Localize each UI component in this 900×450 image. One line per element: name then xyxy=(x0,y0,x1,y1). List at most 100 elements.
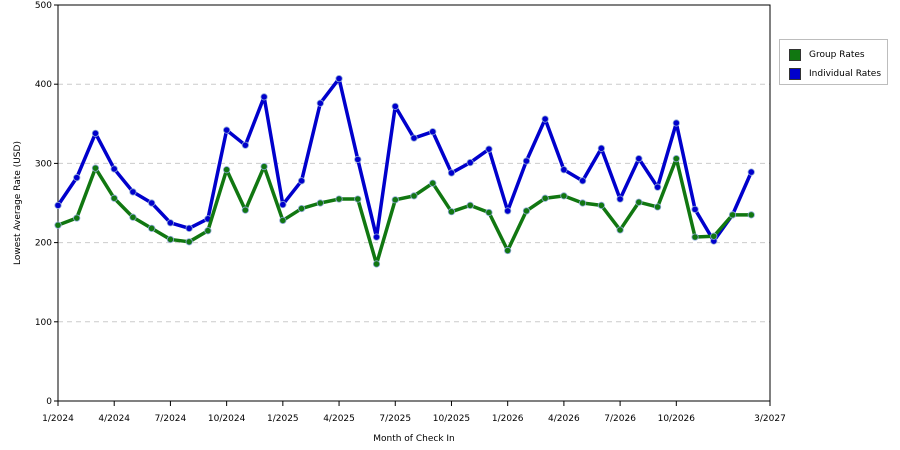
legend-swatch-group-rates xyxy=(789,49,801,61)
legend-swatch-individual-rates xyxy=(789,68,801,80)
data-point-group-rates xyxy=(354,195,362,203)
data-point-group-rates xyxy=(73,214,81,222)
legend-item-group-rates: Group Rates xyxy=(789,48,865,62)
x-tick-label: 4/2026 xyxy=(548,414,580,424)
y-tick-label: 100 xyxy=(35,318,52,328)
data-point-individual-rates xyxy=(466,159,474,167)
y-axis-title: Lowest Average Rate (USD) xyxy=(13,141,23,265)
x-tick-label: 7/2024 xyxy=(155,414,187,424)
data-point-group-rates xyxy=(91,164,100,172)
x-tick-label: 4/2025 xyxy=(323,414,355,424)
data-point-individual-rates xyxy=(241,141,249,149)
data-point-group-rates xyxy=(429,179,437,187)
data-point-group-rates xyxy=(485,208,493,217)
x-tick-label: 1/2024 xyxy=(42,414,74,424)
data-point-group-rates xyxy=(54,221,62,229)
data-point-individual-rates xyxy=(91,129,100,137)
x-tick-label: 10/2026 xyxy=(658,414,696,424)
data-point-group-rates xyxy=(410,192,418,200)
data-point-individual-rates xyxy=(447,169,456,177)
series-lines xyxy=(54,75,755,268)
data-point-individual-rates xyxy=(616,195,624,203)
data-point-group-rates xyxy=(185,238,193,246)
x-tick-label: 10/2025 xyxy=(433,414,470,424)
y-tick-label: 400 xyxy=(35,80,52,90)
y-tick-label: 300 xyxy=(35,159,52,169)
data-point-group-rates xyxy=(466,201,474,209)
x-tick-label: 4/2024 xyxy=(98,414,130,424)
data-point-individual-rates xyxy=(504,207,512,215)
x-tick-label: 3/2027 xyxy=(754,414,786,424)
data-point-group-rates xyxy=(447,208,456,216)
data-point-individual-rates xyxy=(747,168,755,176)
data-point-group-rates xyxy=(279,216,287,225)
data-point-group-rates xyxy=(522,207,531,215)
data-point-individual-rates xyxy=(148,199,156,207)
data-point-individual-rates xyxy=(541,115,549,123)
series-line-individual-rates xyxy=(56,76,753,243)
x-tick-label: 1/2025 xyxy=(267,414,299,424)
data-point-individual-rates xyxy=(316,99,324,107)
data-point-individual-rates xyxy=(260,93,268,101)
data-point-group-rates xyxy=(541,194,549,202)
data-point-group-rates xyxy=(728,211,737,219)
data-point-group-rates xyxy=(691,233,699,241)
data-point-group-rates xyxy=(260,162,268,171)
data-point-group-rates xyxy=(204,227,212,235)
data-point-group-rates xyxy=(166,235,175,244)
data-point-individual-rates xyxy=(410,134,418,142)
data-point-individual-rates xyxy=(129,188,137,196)
data-point-individual-rates xyxy=(354,155,362,164)
grid-lines xyxy=(58,83,770,323)
plot-area-frame xyxy=(57,4,771,402)
data-point-individual-rates xyxy=(579,177,587,185)
data-point-group-rates xyxy=(560,192,568,200)
data-point-group-rates xyxy=(335,195,343,203)
data-point-individual-rates xyxy=(279,200,287,209)
data-point-individual-rates xyxy=(297,177,306,185)
data-point-individual-rates xyxy=(560,166,568,174)
data-point-individual-rates xyxy=(597,144,605,152)
data-point-individual-rates xyxy=(429,128,437,136)
data-point-group-rates xyxy=(710,232,718,240)
data-point-individual-rates xyxy=(73,174,81,182)
data-point-individual-rates xyxy=(672,119,680,127)
legend-label-group-rates: Group Rates xyxy=(809,50,865,60)
data-point-group-rates xyxy=(297,204,306,213)
data-point-group-rates xyxy=(241,206,249,214)
data-point-individual-rates xyxy=(335,75,343,83)
data-point-group-rates xyxy=(391,196,399,204)
data-point-individual-rates xyxy=(54,201,62,209)
legend-item-individual-rates: Individual Rates xyxy=(789,67,881,81)
x-tick-label: 7/2025 xyxy=(379,414,411,424)
data-point-individual-rates xyxy=(372,233,381,241)
data-point-individual-rates xyxy=(110,165,118,173)
data-point-group-rates xyxy=(672,155,680,163)
data-point-individual-rates xyxy=(522,157,531,165)
x-tick-label: 1/2026 xyxy=(492,414,524,424)
data-point-group-rates xyxy=(129,213,137,221)
y-tick-label: 200 xyxy=(35,239,52,249)
data-point-group-rates xyxy=(316,199,324,207)
data-point-group-rates xyxy=(148,224,156,232)
data-point-group-rates xyxy=(372,260,381,268)
data-point-group-rates xyxy=(616,226,624,234)
data-point-individual-rates xyxy=(691,205,699,213)
data-point-group-rates xyxy=(747,211,755,219)
data-point-individual-rates xyxy=(485,145,493,153)
data-point-individual-rates xyxy=(653,183,662,191)
data-point-group-rates xyxy=(597,201,605,209)
data-point-group-rates xyxy=(635,198,643,206)
y-tick-label: 500 xyxy=(35,1,52,11)
x-axis-title: Month of Check In xyxy=(373,434,455,444)
x-tick-label: 7/2026 xyxy=(604,414,636,424)
data-point-individual-rates xyxy=(185,224,193,232)
x-axis: 1/2024 4/2024 7/2024 10/2024 1/2025 4/2025 7/2… xyxy=(42,401,786,424)
data-point-group-rates xyxy=(579,199,587,207)
data-point-individual-rates xyxy=(391,102,399,110)
data-point-group-rates xyxy=(223,166,231,174)
data-point-group-rates xyxy=(504,246,512,255)
x-tick-label: 10/2024 xyxy=(208,414,246,424)
data-point-individual-rates xyxy=(223,126,231,134)
